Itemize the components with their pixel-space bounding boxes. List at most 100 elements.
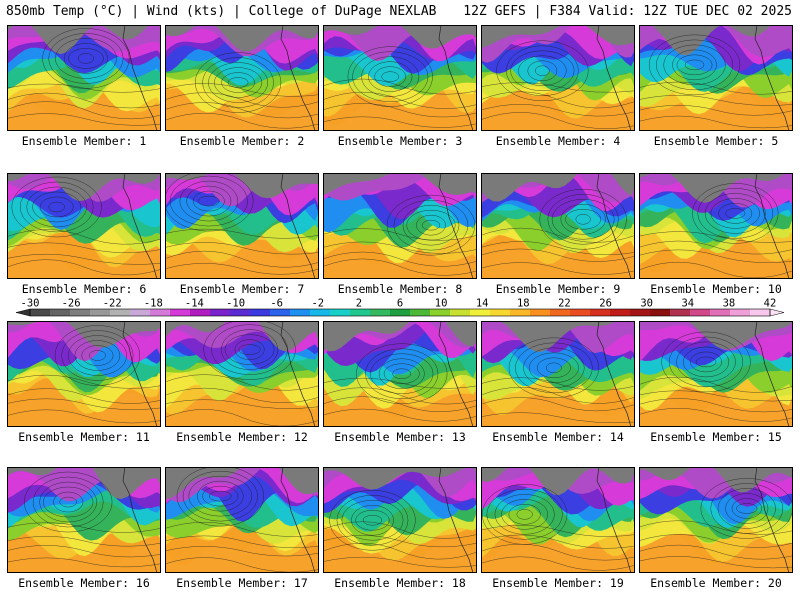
temperature-band — [639, 321, 793, 350]
colorbar-swatch — [170, 309, 191, 316]
panel-frame — [165, 321, 319, 427]
height-contour — [516, 509, 533, 520]
height-contour — [194, 52, 282, 113]
height-contour — [7, 113, 161, 126]
run-valid-time: 12Z GEFS | F384 Valid: 12Z TUE DEC 02 20… — [463, 4, 792, 19]
height-contour — [528, 352, 579, 384]
colorbar-tick-label: -2 — [311, 298, 324, 310]
height-contour — [165, 374, 319, 391]
height-contour — [7, 101, 161, 120]
ensemble-panel-label: Ensemble Member: 5 — [653, 134, 779, 148]
height-contour — [551, 199, 615, 240]
height-contour — [323, 521, 477, 539]
height-contour — [53, 491, 84, 513]
temperature-band — [165, 25, 319, 52]
temperature-band — [7, 173, 161, 202]
height-contour — [165, 557, 319, 573]
height-contour — [7, 374, 161, 389]
colorbar-swatch — [550, 309, 571, 316]
height-contour — [560, 204, 606, 235]
panel-frame — [7, 173, 161, 279]
ensemble-panel-4: Ensemble Member: 4 — [481, 25, 635, 151]
height-contour — [39, 481, 97, 523]
height-contour — [362, 514, 383, 526]
ensemble-panel-16: Ensemble Member: 16 — [7, 467, 161, 593]
colorbar-tick-label: 26 — [599, 298, 612, 310]
colorbar-swatch — [450, 309, 471, 316]
height-contour — [323, 396, 477, 412]
ensemble-panel-1: Ensemble Member: 1 — [7, 25, 161, 151]
height-contour — [481, 377, 635, 391]
temperature-band — [165, 173, 319, 199]
height-contour — [481, 525, 635, 537]
colorbar-tick-label: 10 — [435, 298, 448, 310]
panel-frame — [481, 25, 635, 131]
height-contour — [661, 331, 751, 393]
height-contour — [725, 208, 746, 219]
height-contour — [481, 262, 635, 275]
temperature-band — [639, 467, 793, 493]
height-contour — [7, 92, 161, 109]
ensemble-panel-18: Ensemble Member: 18 — [323, 467, 477, 593]
height-contour — [392, 368, 412, 379]
height-contour — [481, 534, 635, 549]
colorbar-tick-label: 2 — [356, 298, 362, 310]
height-contour — [352, 51, 429, 102]
height-contour — [668, 336, 744, 388]
height-contour — [165, 242, 319, 255]
height-contour — [221, 72, 255, 93]
coastline — [280, 173, 316, 279]
temperature-band — [481, 25, 635, 48]
panel-frame — [165, 173, 319, 279]
coastline — [438, 173, 474, 279]
height-contour — [7, 388, 161, 404]
height-contour — [639, 408, 793, 422]
colorbar-tick-label: -26 — [62, 298, 81, 310]
height-contour — [165, 173, 254, 232]
height-contour — [494, 494, 555, 535]
height-contour — [59, 496, 77, 508]
coastline — [754, 467, 790, 573]
coastline — [280, 467, 316, 573]
ensemble-panel-label: Ensemble Member: 1 — [21, 134, 147, 148]
colorbar-swatch — [710, 309, 731, 316]
colorbar-tick-label: 22 — [558, 298, 571, 310]
height-contour — [323, 556, 477, 568]
coastline — [596, 467, 632, 573]
height-contour — [165, 399, 319, 409]
colorbar-swatch — [530, 309, 551, 316]
height-contour — [202, 57, 274, 108]
height-contour — [639, 240, 793, 255]
colorbar-tick-label: 18 — [517, 298, 530, 310]
temperature-band — [323, 467, 477, 490]
coastline — [596, 25, 632, 131]
height-contour — [165, 387, 319, 404]
temperature-band — [7, 321, 161, 348]
height-contour — [510, 50, 575, 92]
ensemble-panel-label: Ensemble Member: 13 — [334, 430, 466, 444]
coastline — [754, 25, 790, 131]
ensemble-panel-label: Ensemble Member: 6 — [21, 282, 147, 296]
height-contour — [655, 39, 734, 91]
height-contour — [165, 102, 319, 119]
ensemble-panel-label: Ensemble Member: 12 — [176, 430, 308, 444]
height-contour — [48, 201, 65, 213]
colorbar-left-arrow — [15, 308, 31, 317]
coastline — [596, 173, 632, 279]
panel-frame — [481, 173, 635, 279]
height-contour — [7, 229, 161, 245]
ensemble-panel-label: Ensemble Member: 7 — [179, 282, 305, 296]
height-contour — [393, 199, 469, 251]
panel-frame — [7, 25, 161, 131]
height-contour — [165, 522, 319, 537]
height-contour — [7, 259, 161, 276]
colorbar-swatch — [410, 309, 431, 316]
height-contour — [323, 241, 477, 254]
height-contour — [496, 40, 589, 102]
ensemble-panel-label: Ensemble Member: 9 — [495, 282, 621, 296]
height-contour — [506, 45, 579, 97]
panel-frame — [323, 321, 477, 427]
height-contour — [165, 263, 319, 275]
colorbar-swatch — [590, 309, 611, 316]
